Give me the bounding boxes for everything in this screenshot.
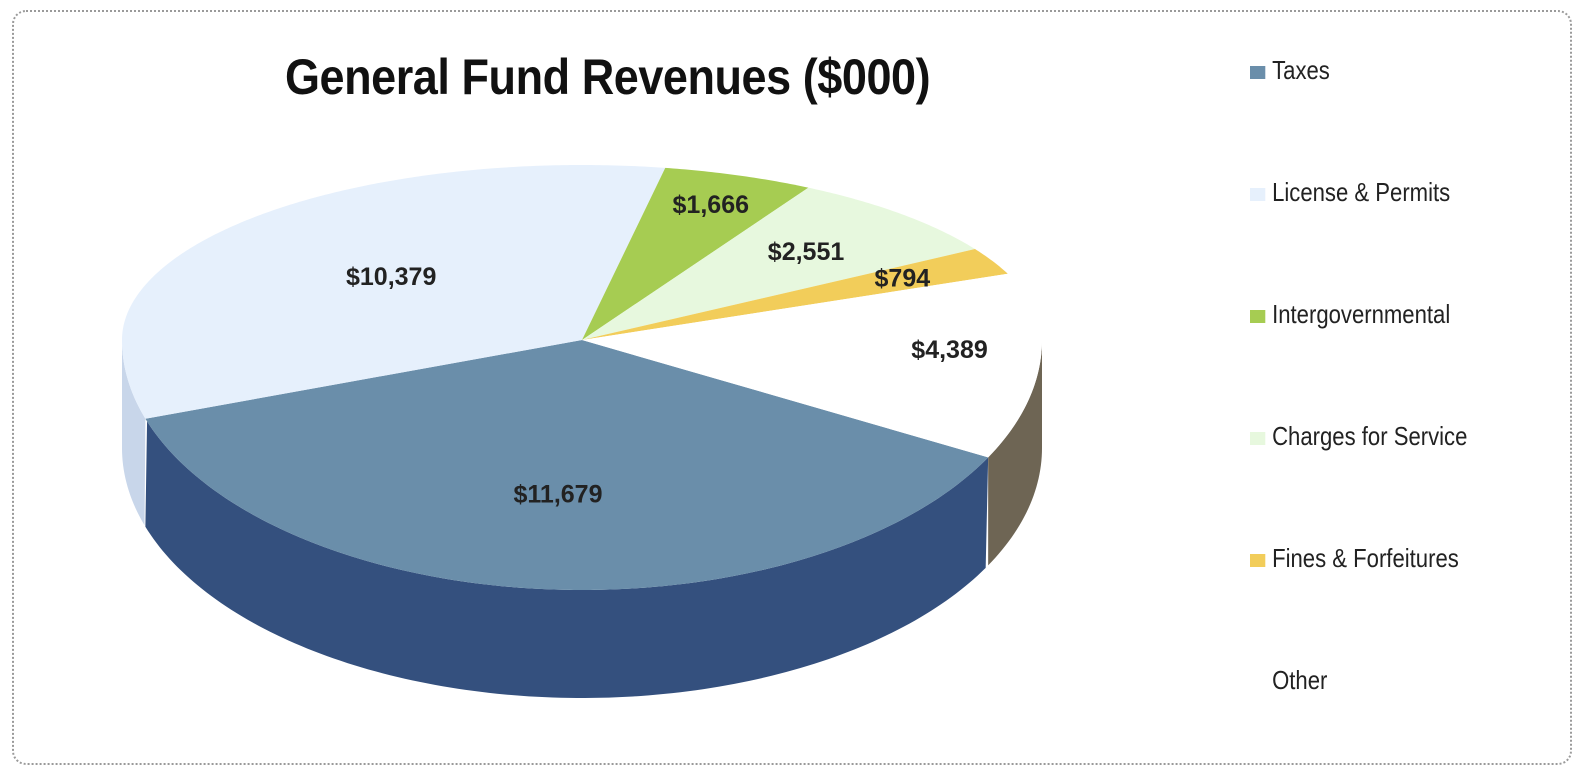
pie-slice-intergovernmental[interactable] [582, 167, 809, 340]
legend-label: License & Permits [1272, 177, 1451, 207]
legend-swatch [1250, 675, 1266, 689]
data-label: $794 [875, 265, 931, 293]
legend-swatch [1250, 431, 1266, 445]
pie-slice-other[interactable] [582, 273, 1042, 458]
data-label: $1,666 [673, 191, 749, 219]
legend-item: Taxes [1250, 55, 1330, 86]
legend-item: Charges for Service [1250, 421, 1467, 452]
pie-side-other [988, 340, 1042, 566]
legend-item: Other [1250, 665, 1327, 696]
data-label: $2,551 [768, 238, 845, 266]
legend-label: Fines & Forfeitures [1272, 543, 1459, 573]
pie-side-license-permits [122, 341, 146, 526]
chart-title: General Fund Revenues ($000) [285, 49, 931, 105]
data-label: $10,379 [346, 263, 436, 291]
legend-swatch [1250, 309, 1266, 323]
legend-label: Intergovernmental [1272, 299, 1451, 329]
legend-item: Intergovernmental [1250, 299, 1450, 330]
legend-swatch [1250, 65, 1266, 79]
legend-item: Fines & Forfeitures [1250, 543, 1459, 574]
data-label: $4,389 [911, 336, 987, 364]
legend-swatch [1250, 187, 1266, 201]
pie-slice-license-permits[interactable] [122, 165, 666, 419]
legend-label: Taxes [1272, 55, 1330, 85]
data-label: $11,679 [514, 480, 603, 508]
legend-label: Charges for Service [1272, 421, 1468, 451]
legend-label: Other [1272, 665, 1328, 695]
legend-swatch [1250, 553, 1266, 567]
pie-slice-charges-for-service[interactable] [582, 187, 975, 340]
pie-slice-taxes[interactable] [145, 340, 989, 590]
pie-slice-fines-forfeitures[interactable] [582, 249, 1008, 340]
legend-item: License & Permits [1250, 177, 1450, 208]
pie-side-taxes [145, 421, 989, 698]
chart-frame [12, 10, 1572, 765]
